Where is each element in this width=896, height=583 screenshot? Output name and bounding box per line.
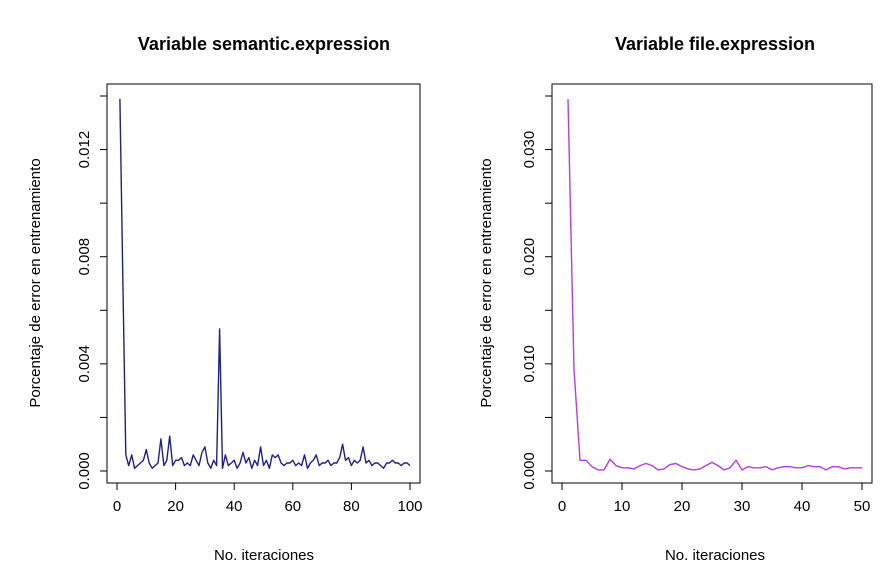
panel-semantic-expression: Variable semantic.expression 0 20 40 60 80 100… <box>27 34 423 564</box>
x-axis-label: No. iteraciones <box>665 547 765 564</box>
plot-frame <box>551 83 873 484</box>
chart-title: Variable file.expression <box>615 34 815 54</box>
y-tick-label: 0.012 <box>76 131 93 169</box>
x-tick-label: 10 <box>614 498 631 515</box>
y-tick-label: 0.000 <box>521 452 538 490</box>
x-tick-label: 40 <box>226 498 243 515</box>
series-line <box>567 99 862 471</box>
plot-frame <box>106 83 421 484</box>
y-axis-label: Porcentaje de error en entrenamiento <box>27 158 44 407</box>
x-tick-label: 20 <box>674 498 691 515</box>
x-axis-label: No. iteraciones <box>214 547 314 564</box>
x-tick-label: 20 <box>167 498 184 515</box>
x-tick-label: 80 <box>343 498 360 515</box>
panel-file-expression: Variable file.expression 0 10 20 30 40 50 0.000… <box>478 34 873 564</box>
y-tick-label: 0.000 <box>76 452 93 490</box>
y-tick-label: 0.004 <box>76 345 93 383</box>
chart-title: Variable semantic.expression <box>138 34 390 54</box>
y-tick-label: 0.030 <box>521 131 538 169</box>
x-tick-label: 0 <box>558 498 566 515</box>
y-tick-label: 0.008 <box>76 238 93 276</box>
x-tick-label: 100 <box>397 498 422 515</box>
x-tick-label: 60 <box>284 498 301 515</box>
y-tick-label: 0.010 <box>521 345 538 383</box>
y-tick-label: 0.020 <box>521 238 538 276</box>
x-tick-label: 40 <box>794 498 811 515</box>
x-tick-label: 0 <box>113 498 121 515</box>
series-line <box>119 98 411 469</box>
x-tick-label: 50 <box>854 498 871 515</box>
x-tick-label: 30 <box>734 498 751 515</box>
y-axis-label: Porcentaje de error en entrenamiento <box>478 158 495 407</box>
